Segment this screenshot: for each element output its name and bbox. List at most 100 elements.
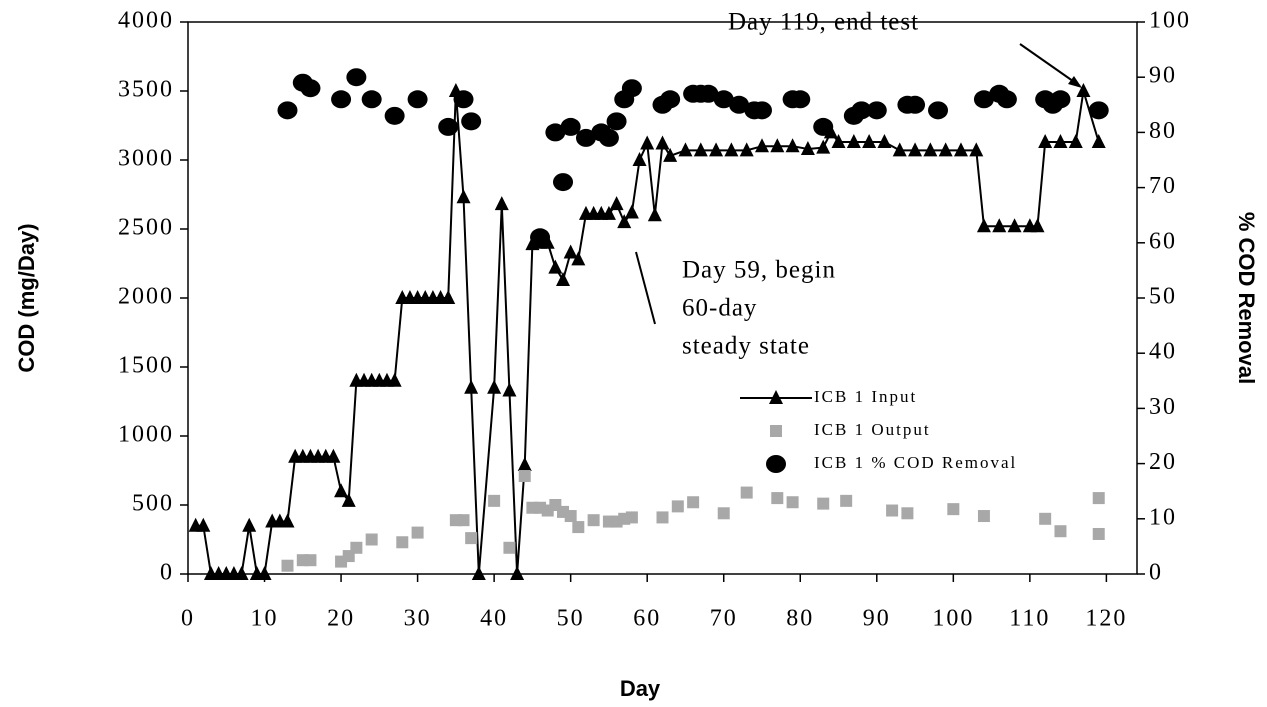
legend-marker	[766, 455, 786, 473]
legend-label: ICB 1 Input	[814, 387, 917, 406]
triangle-marker	[487, 379, 502, 394]
y-tick-label: 3500	[118, 77, 174, 103]
square-marker	[817, 497, 830, 510]
triangle-marker	[908, 142, 923, 157]
y-tick-label: 500	[132, 491, 174, 517]
triangle-marker	[785, 138, 800, 153]
triangle-marker	[831, 134, 846, 149]
annotation: Day 119, end test	[728, 9, 919, 36]
legend-label: ICB 1 % COD Removal	[814, 453, 1017, 472]
circle-marker	[621, 79, 642, 98]
circle-marker	[331, 90, 352, 109]
triangle-marker	[923, 142, 938, 157]
triangle-marker	[494, 196, 509, 211]
circle-marker	[530, 228, 551, 247]
x-tick-label: 10	[251, 606, 279, 632]
circle-marker	[698, 84, 719, 103]
triangle-marker	[1038, 134, 1053, 149]
y-tick-label: 1500	[118, 353, 174, 379]
triangle-marker	[326, 448, 341, 463]
triangle-marker	[877, 134, 892, 149]
triangle-marker	[770, 138, 785, 153]
x-tick-label: 70	[710, 606, 738, 632]
square-marker	[457, 514, 470, 527]
y-tick-label: 4000	[118, 8, 174, 34]
triangle-marker	[502, 382, 517, 397]
circle-marker	[973, 90, 994, 109]
y-tick-label: 2500	[118, 215, 174, 241]
square-marker	[1092, 527, 1105, 540]
x-tick-label: 50	[557, 606, 585, 632]
legend-label: ICB 1 Output	[814, 420, 931, 439]
triangle-marker	[655, 135, 670, 150]
square-marker	[947, 503, 960, 516]
y2-tick-label: 20	[1149, 449, 1177, 475]
circle-marker	[346, 68, 367, 87]
square-marker	[687, 496, 700, 509]
triangle-marker	[456, 189, 471, 204]
circle-marker	[713, 90, 734, 109]
triangle-marker	[387, 372, 402, 387]
circle-marker	[928, 101, 949, 120]
square-marker	[281, 559, 294, 572]
square-marker	[503, 541, 516, 554]
circle-marker	[461, 112, 482, 131]
y-tick-label: 1000	[118, 422, 174, 448]
series-line	[195, 90, 1100, 575]
annotation-arrow	[635, 251, 656, 325]
x-tick-label: 110	[1009, 606, 1050, 632]
circle-marker	[560, 117, 581, 136]
square-marker	[1092, 492, 1105, 505]
x-tick-label: 120	[1085, 606, 1127, 632]
triangle-marker	[556, 272, 571, 287]
x-tick-label: 100	[932, 606, 974, 632]
square-marker	[411, 526, 424, 539]
circle-marker	[866, 101, 887, 120]
circle-marker	[996, 90, 1017, 109]
triangle-marker	[992, 218, 1007, 233]
circle-marker	[575, 128, 596, 147]
y-axis-label: COD (mg/Day)	[14, 223, 39, 372]
legend-marker	[769, 390, 783, 404]
y2-tick-label: 90	[1149, 63, 1177, 89]
triangle-marker	[471, 566, 486, 580]
circle-marker	[1050, 90, 1071, 109]
circle-marker	[384, 106, 405, 125]
triangle-marker	[938, 142, 953, 157]
triangle-marker	[724, 142, 739, 157]
square-marker	[977, 510, 990, 523]
square-marker	[564, 510, 577, 523]
annotation-arrow	[1019, 43, 1081, 87]
y2-tick-label: 80	[1149, 118, 1177, 144]
square-marker	[350, 541, 363, 554]
circle-marker	[729, 95, 750, 114]
triangle-marker	[739, 142, 754, 157]
x-tick-label: 80	[786, 606, 814, 632]
square-marker	[587, 514, 600, 527]
annotation: 60-day	[682, 295, 757, 322]
square-marker	[671, 500, 684, 513]
triangle-marker	[617, 214, 632, 229]
arrow-head	[1068, 76, 1082, 88]
square-marker	[717, 507, 730, 520]
square-marker	[625, 511, 638, 524]
triangle-marker	[234, 566, 249, 580]
triangle-marker	[1091, 134, 1106, 149]
circle-marker	[545, 123, 566, 142]
y2-tick-label: 60	[1149, 228, 1177, 254]
triangle-marker	[464, 379, 479, 394]
triangle-marker	[663, 147, 678, 162]
triangle-marker	[196, 517, 211, 532]
circle-marker	[1088, 101, 1109, 120]
triangle-marker	[517, 456, 532, 471]
triangle-marker	[1030, 218, 1045, 233]
triangle-marker	[280, 513, 295, 528]
circle-marker	[606, 112, 627, 131]
triangle-marker	[548, 259, 563, 274]
triangle-marker	[816, 139, 831, 154]
triangle-marker	[754, 138, 769, 153]
circle-marker	[813, 117, 834, 136]
x-axis-label: Day	[620, 676, 661, 701]
y-tick-label: 3000	[118, 146, 174, 172]
